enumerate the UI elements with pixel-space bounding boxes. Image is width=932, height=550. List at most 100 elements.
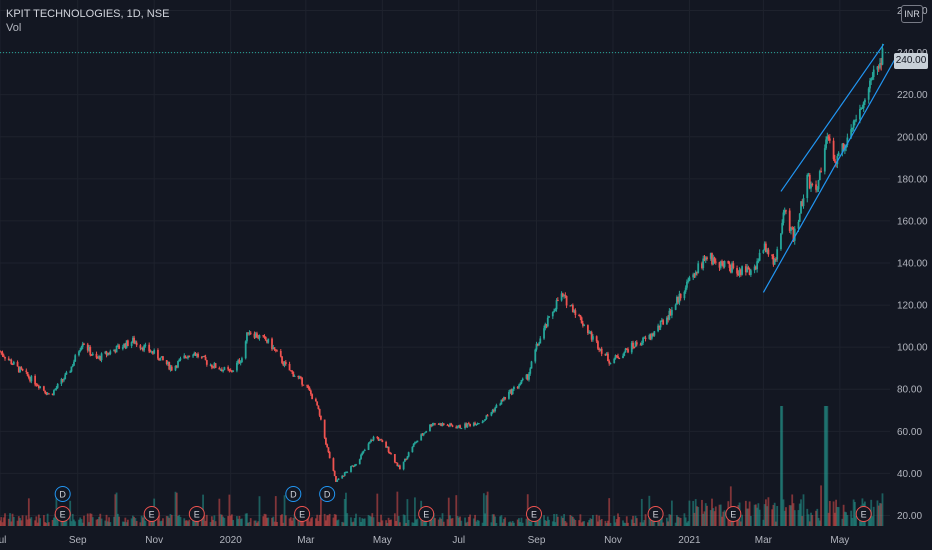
- candle-body: [361, 452, 364, 455]
- volume-bar: [599, 519, 602, 526]
- time-axis[interactable]: Jul Sep Nov 2020 Mar May Jul Sep Nov 2021 Mar May: [0, 535, 849, 546]
- volume-bar: [210, 516, 213, 526]
- volume-bar: [474, 514, 476, 526]
- candle-body: [792, 228, 795, 241]
- candle-body: [398, 465, 401, 470]
- volume-bar: [345, 492, 347, 526]
- candle-body: [179, 358, 182, 360]
- volume-bar: [113, 516, 115, 526]
- candle-body: [237, 360, 240, 363]
- volume-bar: [316, 514, 319, 526]
- candle-body: [153, 349, 156, 354]
- volume-bar: [183, 518, 186, 526]
- candle-body: [767, 249, 770, 255]
- volume-bar: [194, 521, 197, 526]
- candle-body: [4, 356, 6, 359]
- volume-bar: [723, 510, 726, 526]
- volume-bar: [39, 518, 42, 526]
- candle-body: [607, 353, 609, 362]
- candle-body: [37, 385, 40, 389]
- symbol-title[interactable]: KPIT TECHNOLOGIES, 1D, NSE: [6, 8, 170, 20]
- volume-bar: [288, 518, 291, 526]
- candle-body: [801, 201, 804, 206]
- volume-bar: [248, 522, 251, 526]
- volume-bar: [623, 522, 626, 526]
- volume-bar: [484, 513, 487, 526]
- volume-bar: [703, 511, 706, 526]
- candle-body: [697, 263, 700, 273]
- volume-bar: [160, 520, 163, 526]
- volume-bar: [81, 522, 84, 526]
- volume-bar: [749, 515, 752, 526]
- volume-bar: [662, 522, 665, 526]
- volume-bar: [282, 522, 285, 526]
- volume-bar: [447, 497, 450, 526]
- volume-bar: [170, 515, 173, 526]
- volume-bar: [406, 499, 409, 526]
- volume-bar: [781, 406, 784, 526]
- candle-body: [589, 332, 592, 334]
- candle-body: [228, 369, 231, 371]
- candle-body: [123, 343, 125, 348]
- candle-body: [376, 436, 379, 438]
- volume-bar: [854, 501, 856, 526]
- volume-bar: [687, 521, 690, 526]
- volume-bar: [793, 510, 796, 526]
- volume-bar: [846, 514, 849, 526]
- price-axis[interactable]: 20.00 40.00 60.00 80.00 100.00 120.00 140.00 16…: [897, 6, 928, 522]
- volume-bar: [643, 520, 646, 526]
- currency-badge[interactable]: INR: [901, 5, 923, 23]
- volume-bar: [341, 521, 344, 526]
- candle-body: [810, 184, 812, 189]
- candle-body: [385, 442, 387, 448]
- volume-bar: [130, 518, 133, 526]
- volume-bar: [333, 514, 336, 526]
- volume-bar: [872, 506, 875, 526]
- volume-bar: [397, 516, 400, 526]
- candle-body: [121, 347, 124, 349]
- volume-bar: [440, 518, 443, 526]
- volume-bar: [10, 521, 13, 526]
- candle-body: [411, 446, 414, 453]
- candle-body: [108, 352, 110, 354]
- volume-bar: [763, 504, 766, 526]
- volume-bar: [490, 522, 493, 526]
- candle-body: [341, 475, 344, 479]
- candle-body: [254, 333, 257, 338]
- volume-bar: [162, 518, 164, 526]
- volume-bar: [115, 492, 118, 526]
- trend-channel[interactable]: [762, 43, 897, 293]
- candle-body: [536, 343, 539, 346]
- candle-body: [343, 472, 346, 476]
- volume-bar: [403, 515, 406, 526]
- candle-body: [178, 359, 181, 362]
- candle-body: [143, 345, 146, 351]
- volume-bar: [205, 514, 208, 526]
- candle-body: [457, 425, 460, 428]
- volume-bar: [90, 513, 93, 526]
- candle-body: [60, 379, 63, 384]
- volume-legend-label[interactable]: Vol: [6, 22, 22, 34]
- volume-bar: [380, 514, 382, 526]
- candle-body: [323, 419, 326, 438]
- candle-body: [472, 423, 475, 427]
- candle-body: [744, 266, 747, 273]
- candle-body: [820, 171, 822, 173]
- volume-bar: [114, 494, 117, 526]
- volume-bar: [267, 517, 270, 526]
- volume-bar: [754, 504, 757, 526]
- volume-bar: [293, 514, 296, 526]
- candle-body: [511, 389, 514, 394]
- volume-bar: [469, 514, 471, 526]
- volume-bar: [706, 505, 708, 526]
- candle-body: [615, 355, 618, 357]
- volume-bar: [674, 522, 677, 526]
- volume-bar: [271, 517, 273, 526]
- candle-body: [402, 461, 405, 470]
- volume-bar: [326, 515, 329, 526]
- volume-bar: [712, 508, 715, 526]
- candle-body: [169, 366, 172, 370]
- candle-body: [142, 347, 144, 351]
